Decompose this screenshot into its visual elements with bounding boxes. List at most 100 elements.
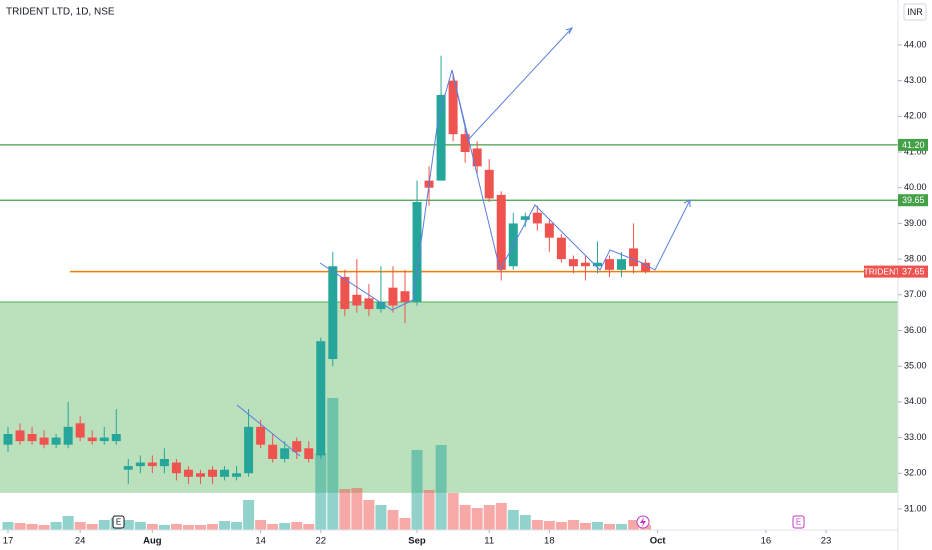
- y-tick-label: 34.00: [904, 396, 927, 406]
- candle: [171, 458, 181, 481]
- candle: [292, 437, 302, 459]
- level-label-box: [898, 138, 928, 151]
- x-tick-label: 24: [75, 536, 86, 547]
- volume-bar: [339, 489, 351, 530]
- volume-bar: [146, 524, 158, 530]
- candle-body: [484, 169, 494, 199]
- volume-bar: [519, 515, 531, 530]
- volume-bar: [50, 522, 62, 530]
- candle: [340, 269, 350, 317]
- candle: [147, 455, 157, 474]
- candle-body: [496, 194, 506, 270]
- currency-box[interactable]: [903, 3, 927, 21]
- candle-body: [268, 444, 278, 459]
- trend-line: [319, 27, 573, 311]
- candle: [208, 466, 218, 484]
- volume-bar: [351, 488, 363, 530]
- event-label[interactable]: E: [796, 518, 801, 527]
- volume-bar: [158, 525, 170, 530]
- volume-bar: [591, 522, 603, 530]
- volume-bar: [363, 500, 375, 530]
- volume-bar: [38, 525, 50, 530]
- candle-body: [592, 262, 602, 267]
- y-tick-label: 44.00: [904, 39, 927, 49]
- candle-body: [364, 298, 374, 310]
- volume-bar: [255, 520, 267, 530]
- currency[interactable]: INR: [907, 7, 923, 17]
- volume-bar: [495, 503, 507, 530]
- candle: [436, 55, 446, 181]
- volume-bar: [291, 522, 303, 530]
- candle: [617, 251, 627, 277]
- candle-body: [412, 202, 422, 302]
- candle: [63, 401, 73, 449]
- candle-body: [75, 423, 85, 438]
- price-name: TRIDENT: [864, 266, 901, 276]
- volume-bar: [399, 518, 411, 530]
- candle: [472, 141, 482, 174]
- price-label-box: [898, 265, 928, 278]
- candle-body: [99, 437, 109, 442]
- volume-bar: [435, 445, 447, 530]
- volume-bar: [231, 522, 243, 530]
- candle-body: [123, 466, 133, 470]
- candle-body: [159, 458, 169, 467]
- trend-drawings: [236, 27, 691, 457]
- candle-body: [400, 291, 410, 302]
- candle-body: [436, 94, 446, 181]
- candle: [39, 430, 49, 449]
- candle: [556, 234, 566, 263]
- volume-bar: [303, 524, 315, 530]
- volume-bar: [411, 450, 423, 530]
- candle-body: [220, 469, 230, 477]
- volume-bar: [315, 453, 327, 530]
- candle-body: [340, 276, 350, 310]
- candle-body: [641, 262, 651, 272]
- candle: [484, 159, 494, 203]
- volume-bar: [628, 520, 640, 530]
- candle: [220, 466, 230, 481]
- candle-body: [27, 433, 37, 442]
- trend-line: [451, 69, 691, 272]
- candle: [400, 269, 410, 324]
- event-badge[interactable]: [792, 515, 805, 529]
- candle-body: [195, 473, 205, 477]
- x-tick-label: 23: [821, 536, 832, 547]
- volume-bar: [194, 525, 206, 530]
- candle: [75, 416, 85, 442]
- candle-body: [111, 433, 121, 442]
- candle: [496, 191, 506, 281]
- volume-bar: [447, 493, 459, 530]
- candle-body: [280, 448, 290, 459]
- candle-body: [183, 469, 193, 477]
- candle: [159, 448, 169, 474]
- event-label[interactable]: E: [116, 518, 121, 527]
- candle-body: [388, 287, 398, 306]
- candle: [232, 466, 242, 481]
- candle-body: [580, 262, 590, 267]
- volume-bar: [543, 521, 555, 530]
- volume-bar: [207, 524, 219, 530]
- candle: [568, 255, 578, 274]
- event-badge[interactable]: [112, 515, 125, 529]
- candle: [580, 255, 590, 281]
- volume-bar: [2, 522, 14, 530]
- volume-bar: [14, 523, 26, 530]
- x-tick-label: 11: [484, 536, 494, 547]
- candle-body: [328, 266, 338, 360]
- volume-bar: [279, 523, 291, 530]
- candle: [111, 409, 121, 445]
- volume-bar: [483, 505, 495, 530]
- volume-bar: [243, 500, 255, 530]
- candle-body: [304, 448, 314, 459]
- volume-bar: [62, 516, 74, 530]
- candle-body: [87, 437, 97, 442]
- volume-bar: [98, 520, 110, 530]
- volume-bar: [86, 524, 98, 530]
- candle-body: [51, 437, 61, 445]
- y-tick-label: 39.00: [904, 218, 927, 228]
- candle-body: [520, 216, 530, 220]
- level-label: 39.65: [902, 195, 925, 205]
- volume-bar: [616, 524, 628, 530]
